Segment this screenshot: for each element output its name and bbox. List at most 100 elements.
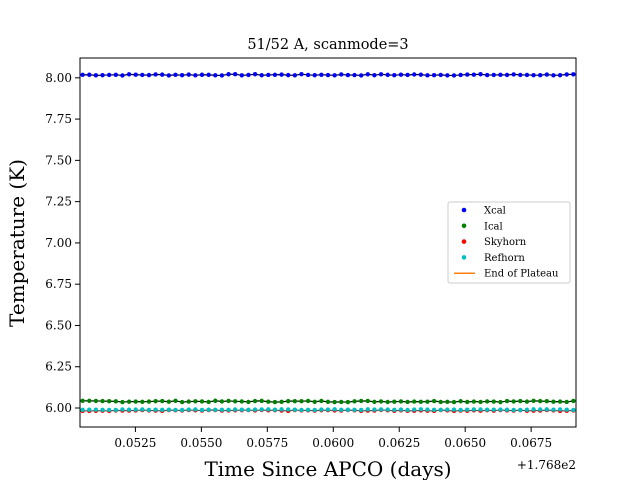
xcal-point (531, 72, 536, 78)
refhorn-point (166, 407, 172, 412)
refhorn-point (332, 407, 337, 412)
ical-point (484, 399, 490, 404)
xcal-point (286, 72, 291, 78)
xcal-point (252, 72, 258, 77)
refhorn-point (133, 407, 138, 412)
ical-point (398, 399, 404, 404)
ical-point (113, 399, 118, 404)
legend-refhorn-label: Refhorn (484, 253, 525, 264)
refhorn-point (126, 407, 132, 412)
ical-point (451, 399, 457, 405)
refhorn-point (405, 407, 410, 413)
ical-point (518, 398, 523, 404)
xcal-point (126, 72, 132, 77)
refhorn-point (272, 407, 278, 412)
refhorn-point (557, 407, 563, 412)
xcal-point (239, 73, 244, 78)
xcal-point (431, 73, 437, 78)
legend: Xcal Ical Skyhorn Refhorn End of Plateau (447, 201, 571, 284)
refhorn-point (319, 407, 324, 412)
refhorn-point (471, 407, 477, 412)
ical-point (458, 399, 463, 404)
ical-point (199, 399, 205, 404)
xcal-point (106, 72, 112, 78)
xcal-point (352, 72, 357, 78)
xcal-point (544, 72, 550, 77)
xcal-point (504, 72, 510, 78)
refhorn-point (425, 407, 430, 412)
ical-point (511, 399, 516, 404)
ical-point (87, 398, 92, 404)
xcal-point (166, 73, 172, 78)
xcal-point (292, 73, 298, 78)
ical-point (232, 399, 238, 404)
ical-point (153, 398, 158, 404)
ical-point (491, 399, 496, 404)
ical-point (405, 399, 410, 405)
refhorn-point (286, 407, 291, 412)
ical-point (345, 399, 351, 405)
xcal-point (186, 72, 191, 77)
data-marks (80, 71, 576, 414)
xcal-point (193, 73, 198, 78)
xcal-point (405, 72, 410, 78)
xcal-point (213, 73, 218, 78)
refhorn-point (478, 407, 483, 412)
refhorn-point (484, 407, 490, 412)
ical-point (392, 399, 397, 404)
legend-ical-label: Ical (484, 221, 503, 232)
xcal-point (425, 73, 430, 78)
ical-point (246, 399, 251, 405)
ical-point (551, 399, 556, 404)
ical-point (160, 398, 165, 404)
ical-point (425, 399, 430, 404)
refhorn-point (266, 407, 271, 412)
ical-point (478, 399, 483, 405)
y-axis-label: Temperature (K) (5, 159, 29, 327)
refhorn-point (232, 407, 238, 412)
x-tick-label: 0.0650 (444, 436, 486, 450)
ical-point (332, 399, 337, 405)
refhorn-point (113, 407, 118, 413)
refhorn-point (398, 407, 404, 412)
xcal-point (299, 71, 304, 77)
refhorn-point (365, 407, 370, 412)
xcal-point (398, 72, 404, 77)
ical-point (146, 399, 152, 404)
ical-point (106, 399, 112, 404)
refhorn-point (146, 407, 152, 413)
y-tick-label: 6.75 (45, 277, 72, 291)
xcal-point (458, 72, 463, 78)
ical-point (498, 399, 503, 405)
ical-point (120, 399, 125, 405)
y-tick-label: 6.00 (45, 401, 72, 415)
x-tick-label: 0.0625 (378, 436, 420, 450)
xcal-point (491, 72, 496, 78)
xcal-point (179, 72, 185, 78)
refhorn-point (445, 407, 450, 412)
xcal-point (319, 72, 324, 77)
refhorn-point (153, 407, 158, 412)
legend-box (447, 201, 571, 284)
ical-point (126, 399, 132, 404)
xcal-point (305, 72, 311, 78)
ical-point (219, 399, 225, 404)
y-tick-label: 6.25 (45, 360, 72, 374)
xcal-point (226, 72, 231, 77)
xcal-point (100, 72, 105, 78)
refhorn-point (378, 407, 384, 412)
refhorn-point (524, 407, 530, 412)
legend-end-of-plateau-label: End of Plateau (484, 269, 559, 280)
xcal-point (160, 72, 165, 77)
xcal-point (219, 73, 225, 78)
refhorn-point (239, 407, 244, 412)
ical-point (312, 399, 317, 404)
ical-point (571, 398, 576, 404)
x-tick-label: 0.0675 (510, 436, 552, 450)
xcal-point (392, 72, 397, 78)
ical-point (325, 399, 331, 405)
legend-refhorn-marker (461, 255, 467, 260)
ical-point (206, 399, 211, 405)
xcal-point (471, 72, 477, 77)
xcal-point (524, 72, 530, 78)
